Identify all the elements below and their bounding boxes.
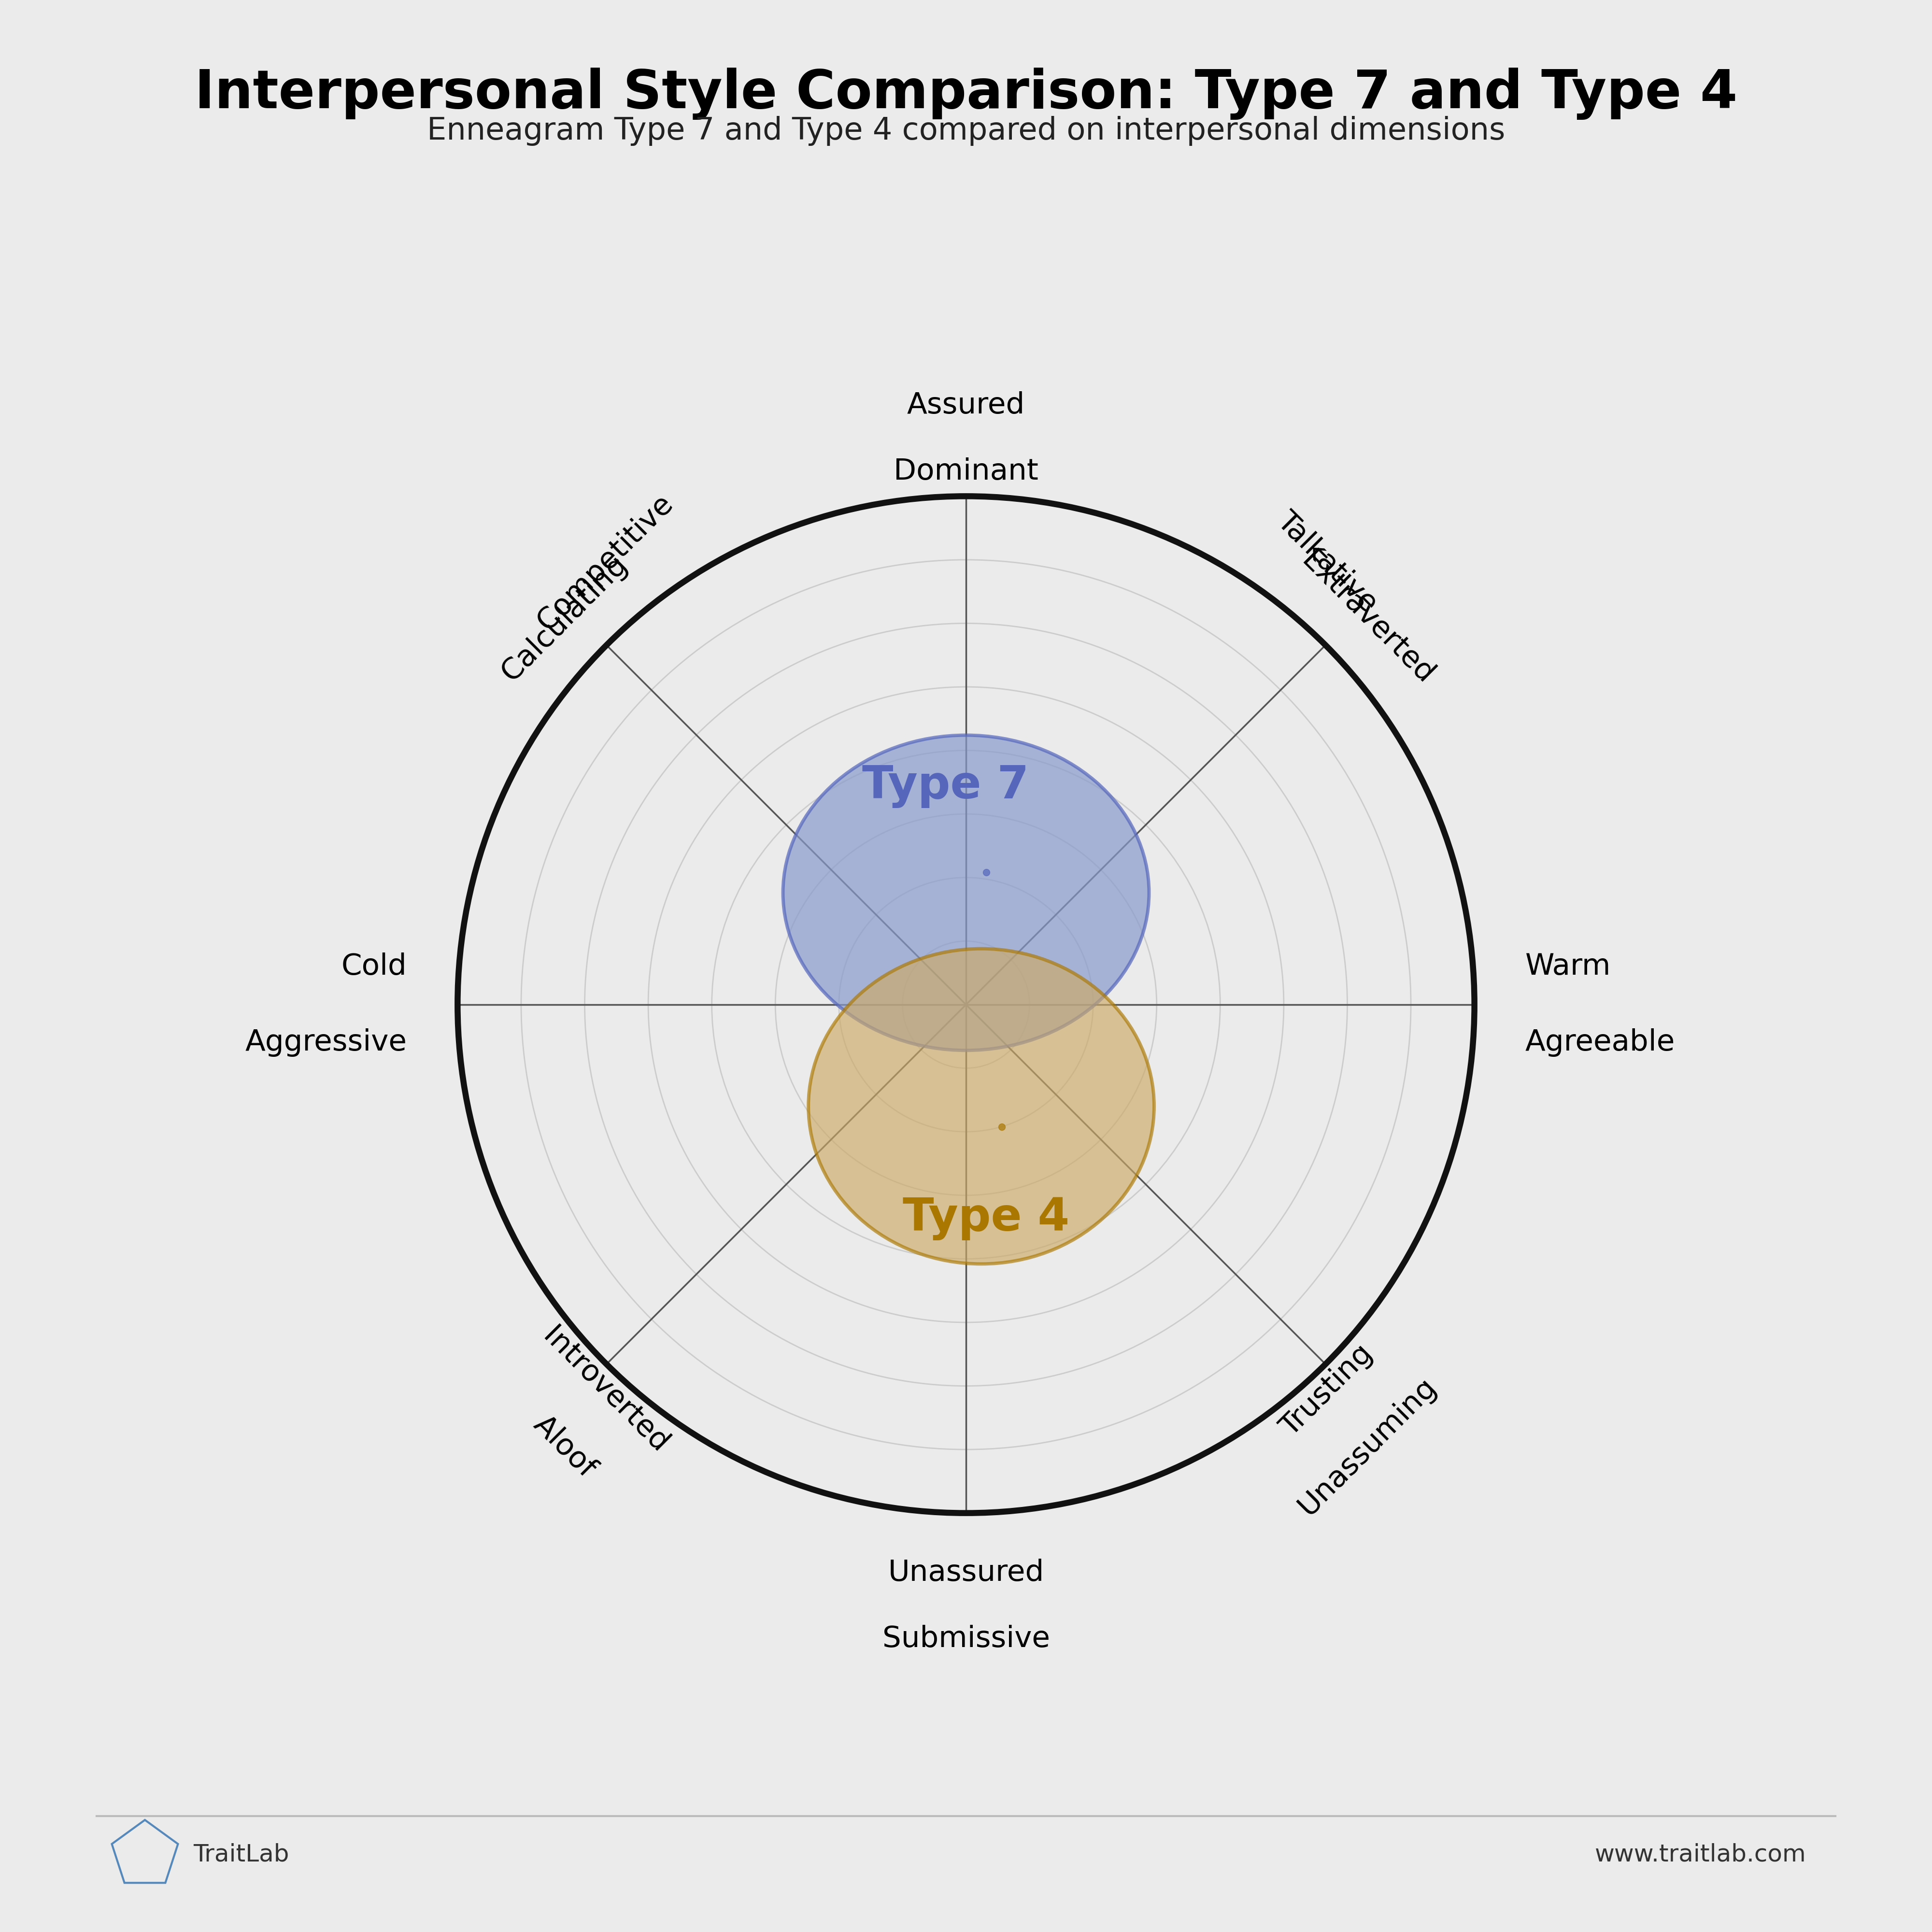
- Text: Aggressive: Aggressive: [245, 1028, 408, 1057]
- Ellipse shape: [808, 949, 1153, 1264]
- Text: Agreeable: Agreeable: [1524, 1028, 1675, 1057]
- Text: Calculating: Calculating: [497, 551, 634, 688]
- Text: Unassuming: Unassuming: [1293, 1372, 1441, 1520]
- Text: Aloof: Aloof: [527, 1410, 601, 1484]
- Text: TraitLab: TraitLab: [193, 1843, 290, 1866]
- Text: Introverted: Introverted: [537, 1323, 674, 1459]
- Ellipse shape: [782, 736, 1150, 1051]
- Text: Talkative: Talkative: [1271, 506, 1383, 618]
- Text: Type 4: Type 4: [902, 1196, 1070, 1240]
- Text: Trusting: Trusting: [1275, 1339, 1378, 1443]
- Text: Warm: Warm: [1524, 952, 1611, 981]
- Text: Dominant: Dominant: [895, 458, 1037, 487]
- Text: Unassured: Unassured: [889, 1559, 1043, 1588]
- Text: Submissive: Submissive: [883, 1625, 1049, 1654]
- Text: Type 7: Type 7: [862, 763, 1030, 808]
- Text: Competitive: Competitive: [531, 489, 678, 636]
- Text: Cold: Cold: [342, 952, 408, 981]
- Text: Extraverted: Extraverted: [1296, 547, 1439, 690]
- Text: Assured: Assured: [906, 392, 1026, 419]
- Text: Enneagram Type 7 and Type 4 compared on interpersonal dimensions: Enneagram Type 7 and Type 4 compared on …: [427, 116, 1505, 147]
- Text: www.traitlab.com: www.traitlab.com: [1596, 1843, 1806, 1866]
- Text: Interpersonal Style Comparison: Type 7 and Type 4: Interpersonal Style Comparison: Type 7 a…: [195, 68, 1737, 120]
